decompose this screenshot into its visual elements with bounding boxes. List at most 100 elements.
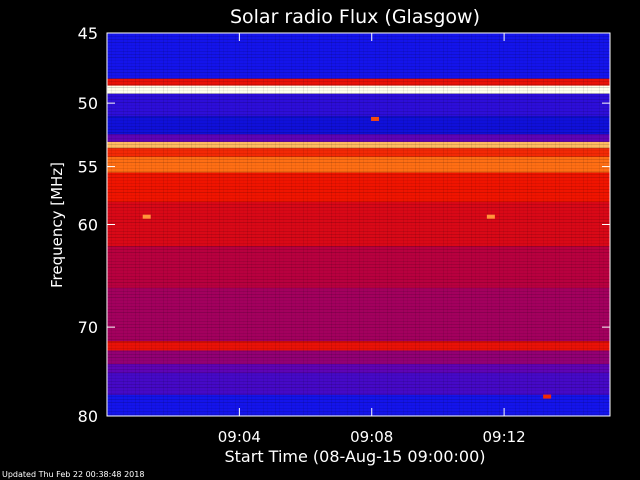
heatmap-texture [107, 291, 610, 292]
heatmap-texture [531, 33, 532, 416]
heatmap-texture [107, 87, 610, 88]
heatmap-texture [107, 312, 610, 313]
heatmap-texture [107, 306, 610, 307]
heatmap-texture [107, 273, 610, 274]
heatmap-band [107, 246, 610, 288]
heatmap-texture [583, 33, 584, 416]
heatmap-texture [247, 33, 248, 416]
heatmap-texture [179, 33, 180, 416]
heatmap-texture [107, 369, 610, 370]
heatmap-texture [471, 33, 472, 416]
heatmap-texture [195, 33, 196, 416]
heatmap-texture [107, 321, 610, 322]
heatmap-texture [107, 204, 610, 205]
heatmap-texture [503, 33, 504, 416]
heatmap-texture [107, 234, 610, 235]
heatmap-texture [555, 33, 556, 416]
heatmap-texture [107, 135, 610, 136]
heatmap-texture [307, 33, 308, 416]
heatmap-texture [107, 72, 610, 73]
heatmap-texture [107, 402, 610, 403]
heatmap-texture [107, 240, 610, 241]
heatmap-texture [107, 249, 610, 250]
heatmap-texture [551, 33, 552, 416]
heatmap-texture [107, 279, 610, 280]
heatmap-texture [107, 84, 610, 85]
heatmap-texture [507, 33, 508, 416]
heatmap-texture [107, 378, 610, 379]
heatmap-texture [107, 387, 610, 388]
heatmap-texture [559, 33, 560, 416]
heatmap-texture [283, 33, 284, 416]
heatmap-texture [395, 33, 396, 416]
heatmap-texture [107, 315, 610, 316]
heatmap-texture [575, 33, 576, 416]
heatmap-band [107, 394, 610, 416]
heatmap-texture [207, 33, 208, 416]
heatmap-texture [183, 33, 184, 416]
heatmap-texture [107, 309, 610, 310]
heatmap-area [107, 33, 610, 416]
heatmap-texture [107, 390, 610, 391]
heatmap-texture [107, 261, 610, 262]
heatmap-texture [383, 33, 384, 416]
heatmap-texture [107, 96, 610, 97]
heatmap-texture [391, 33, 392, 416]
heatmap-texture [107, 267, 610, 268]
heatmap-texture [339, 33, 340, 416]
heatmap-texture [163, 33, 164, 416]
heatmap-band [107, 85, 610, 94]
heatmap-texture [295, 33, 296, 416]
heatmap-texture [107, 111, 610, 112]
heatmap-texture [243, 33, 244, 416]
heatmap-texture [107, 93, 610, 94]
heatmap-texture [107, 393, 610, 394]
x-tick-label: 09:12 [482, 428, 525, 446]
y-tick-label: 50 [78, 94, 98, 113]
heatmap-texture [107, 282, 610, 283]
heatmap-texture [107, 288, 610, 289]
heatmap-texture [107, 246, 610, 247]
heatmap-texture [107, 396, 610, 397]
heatmap-texture [591, 33, 592, 416]
heatmap-texture [407, 33, 408, 416]
heatmap-texture [107, 57, 610, 58]
heatmap-texture [439, 33, 440, 416]
y-tick-label: 55 [78, 158, 98, 177]
heatmap-texture [107, 102, 610, 103]
heatmap-texture [107, 354, 610, 355]
heatmap-texture [107, 414, 610, 415]
x-tick-label: 09:04 [218, 428, 261, 446]
heatmap-texture [107, 207, 610, 208]
heatmap-band [107, 148, 610, 157]
heatmap-texture [107, 303, 610, 304]
heatmap-texture [271, 33, 272, 416]
heatmap-texture [107, 411, 610, 412]
heatmap-texture [107, 126, 610, 127]
heatmap-texture [267, 33, 268, 416]
heatmap-texture [363, 33, 364, 416]
heatmap-texture [107, 150, 610, 151]
heatmap-texture [431, 33, 432, 416]
heatmap-texture [107, 270, 610, 271]
heatmap-texture [475, 33, 476, 416]
y-axis-label: Frequency [MHz] [48, 162, 66, 288]
heatmap-texture [107, 132, 610, 133]
heatmap-texture [107, 183, 610, 184]
heatmap-texture [107, 228, 610, 229]
heatmap-texture [107, 198, 610, 199]
heatmap-texture [107, 276, 610, 277]
heatmap-texture [415, 33, 416, 416]
heatmap-texture [115, 33, 116, 416]
heatmap-texture [107, 222, 610, 223]
heatmap-texture [107, 333, 610, 334]
heatmap-texture [107, 255, 610, 256]
heatmap-texture [107, 120, 610, 121]
heatmap-texture [107, 75, 610, 76]
heatmap-texture [239, 33, 240, 416]
heatmap-texture [535, 33, 536, 416]
heatmap-texture [499, 33, 500, 416]
heatmap-texture [107, 189, 610, 190]
heatmap-texture [107, 108, 610, 109]
